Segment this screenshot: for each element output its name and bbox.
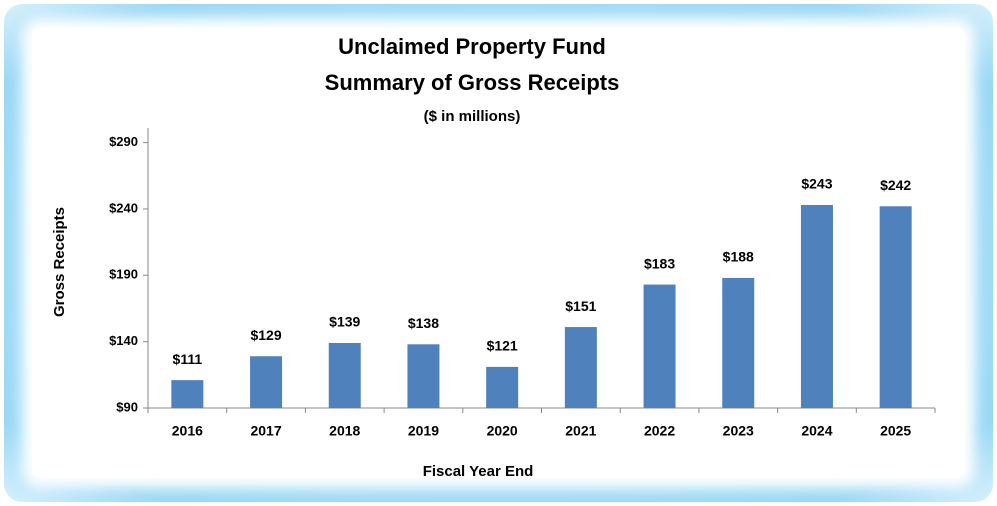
- x-tick-label: 2022: [644, 423, 675, 439]
- bar: [407, 344, 440, 408]
- value-label: $129: [250, 327, 281, 343]
- x-tick-label: 2018: [329, 423, 360, 439]
- x-tick-label: 2024: [801, 423, 832, 439]
- bar: [486, 366, 519, 408]
- x-tick-label: 2023: [723, 423, 754, 439]
- value-label: $111: [173, 351, 203, 367]
- value-label: $138: [408, 315, 439, 331]
- x-tick-label: 2016: [172, 423, 203, 439]
- y-tick-label: $140: [109, 333, 138, 348]
- y-tick-label: $290: [109, 134, 138, 149]
- x-tick-label: 2019: [408, 423, 439, 439]
- value-label: $242: [880, 177, 911, 193]
- value-label: $243: [801, 176, 832, 192]
- chart-note: ($ in millions): [424, 108, 521, 125]
- x-tick-label: 2025: [880, 423, 911, 439]
- y-tick-label: $190: [109, 267, 138, 282]
- bar: [879, 206, 912, 408]
- x-tick-label: 2021: [565, 423, 596, 439]
- y-tick-label: $90: [116, 399, 138, 414]
- bar: [250, 356, 283, 408]
- bar: [722, 277, 755, 408]
- value-label: $121: [487, 338, 518, 354]
- value-label: $139: [329, 314, 360, 330]
- bar: [564, 327, 597, 408]
- value-label: $183: [644, 255, 675, 271]
- bar: [171, 380, 204, 408]
- bar: [643, 284, 676, 408]
- y-tick-label: $240: [109, 200, 138, 215]
- bar: [800, 204, 833, 408]
- x-axis-label: Fiscal Year End: [423, 463, 534, 480]
- value-label: $151: [565, 298, 596, 314]
- y-axis-label: Gross Receipts: [51, 207, 68, 317]
- bar: [328, 342, 361, 408]
- x-tick-label: 2017: [250, 423, 281, 439]
- value-label: $188: [723, 249, 754, 265]
- x-tick-label: 2020: [487, 423, 518, 439]
- chart-title: Unclaimed Property Fund: [338, 34, 606, 59]
- chart-subtitle: Summary of Gross Receipts: [325, 70, 620, 95]
